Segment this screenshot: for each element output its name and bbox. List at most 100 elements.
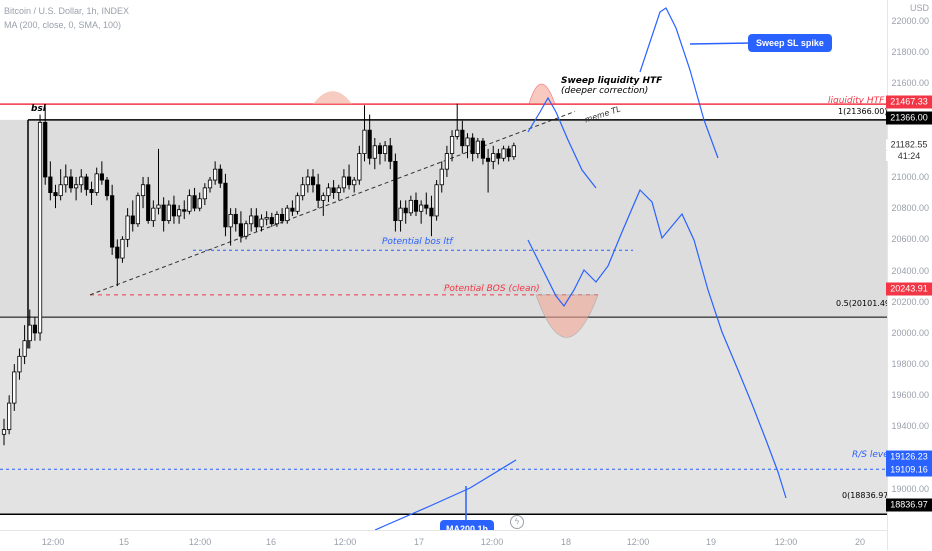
level-1-price-tag: 21366.00 <box>886 111 932 125</box>
candle-body <box>156 204 161 209</box>
candle-body <box>37 121 43 334</box>
candle-body <box>130 215 135 225</box>
bos-bubble <box>535 294 599 338</box>
candle-body <box>336 187 341 193</box>
candle-body <box>254 215 259 228</box>
time-tick-label: 12:00 <box>480 537 504 547</box>
candle-body <box>501 148 506 159</box>
candle-body <box>176 209 182 217</box>
candle-body <box>316 184 321 201</box>
candle-body <box>300 184 305 197</box>
time-tick-label: 16 <box>265 537 277 547</box>
candle-body <box>408 199 413 214</box>
currency-label: USD <box>909 3 929 13</box>
candle-body <box>491 153 496 162</box>
symbol-title[interactable]: Bitcoin / U.S. Dollar, 1h, INDEX <box>4 6 130 16</box>
time-tick-label: 19 <box>705 537 717 547</box>
candle-body <box>429 207 434 217</box>
candle-body <box>357 153 362 181</box>
ma200-line <box>374 459 517 530</box>
time-tick-label: 20 <box>854 537 866 547</box>
candle-body <box>68 176 74 189</box>
chart-header: Bitcoin / U.S. Dollar, 1h, INDEX MA (200… <box>4 4 129 32</box>
chart-svg[interactable] <box>0 0 887 530</box>
candle-body <box>413 199 419 212</box>
lower-fib-zone <box>0 317 887 515</box>
price-tick-label: 19800.00 <box>891 359 929 370</box>
candle-body <box>12 371 17 404</box>
candle-body <box>424 204 429 209</box>
candle-body <box>238 223 243 237</box>
candle-body <box>48 176 53 193</box>
candle-body <box>506 148 511 158</box>
candle-body <box>259 218 264 228</box>
ma200-callout[interactable]: MA200 1h <box>440 520 495 530</box>
time-tick-label: 12:00 <box>188 537 212 547</box>
candle-body <box>264 217 269 220</box>
candle-body <box>449 136 455 154</box>
candle-body <box>58 184 63 197</box>
candle-body <box>480 140 486 159</box>
candle-body <box>290 207 295 212</box>
candle-body <box>43 121 48 178</box>
candle-body <box>202 187 207 200</box>
price-tick-label: 20600.00 <box>891 234 929 245</box>
indicator-title[interactable]: MA (200, close, 0, SMA, 100) <box>4 20 122 30</box>
price-tick-label: 19000.00 <box>891 483 929 494</box>
candle-body <box>140 184 146 197</box>
candle-body <box>269 217 274 225</box>
candle-body <box>388 145 393 162</box>
time-tick-label: 15 <box>118 537 130 547</box>
candle-body <box>243 223 249 237</box>
candle-body <box>171 204 177 217</box>
candle-body <box>465 137 470 147</box>
candle-body <box>511 145 516 158</box>
bearish-projection-path <box>527 188 787 499</box>
candle-body <box>166 204 171 222</box>
lightning-icon[interactable]: ϟ <box>510 515 524 529</box>
candle-body <box>27 324 32 342</box>
bos-price-tag: 20243.91 <box>886 282 932 296</box>
potential-bos-clean-label: Potential BOS (clean) <box>442 284 542 294</box>
chart-canvas[interactable]: Bitcoin / U.S. Dollar, 1h, INDEX MA (200… <box>0 0 887 530</box>
rs-price-tag-a: 19126.23 <box>886 450 932 464</box>
candle-body <box>341 176 347 189</box>
candle-body <box>120 238 125 259</box>
time-axis[interactable]: 12:00 15 12:00 16 12:00 17 12:00 18 12:00 19 12:00… <box>0 530 887 551</box>
candle-body <box>305 176 310 186</box>
candle-body <box>485 157 491 162</box>
price-tick-label: 19400.00 <box>891 421 929 432</box>
liquidity-htf-label: liquidity HTF <box>828 96 885 106</box>
price-tick-label: 21600.00 <box>891 78 929 89</box>
candle-body <box>125 215 130 240</box>
candle-body <box>79 176 84 186</box>
candle-body <box>99 173 104 181</box>
sl-spike-path <box>639 7 719 159</box>
sweep-sl-spike-callout[interactable]: Sweep SL spike <box>748 34 832 52</box>
price-tick-label: 19600.00 <box>891 390 929 401</box>
level-0-price-tag: 18836.97 <box>886 498 932 512</box>
candle-body <box>249 215 254 225</box>
candle-body <box>321 195 326 201</box>
candle-body <box>53 192 58 197</box>
price-tick-label: 21000.00 <box>891 171 929 182</box>
candle-body <box>17 355 22 373</box>
candle-body <box>382 145 388 154</box>
last-price-tag: 21182.55 <box>886 139 932 151</box>
candle-body <box>197 198 202 209</box>
candle-body <box>367 129 372 159</box>
sl-spike-pointer <box>689 42 753 45</box>
candle-body <box>22 340 27 357</box>
candle-body <box>444 153 450 170</box>
liquidity-price-tag: 21467.33 <box>886 95 932 109</box>
candle-body <box>310 176 316 186</box>
candle-body <box>84 176 89 190</box>
candle-body <box>1 429 7 435</box>
price-tick-label: 22000.00 <box>891 16 929 26</box>
candle-body <box>207 179 213 189</box>
sweep-sub-label: (deeper correction) <box>561 86 649 96</box>
candle-body <box>346 176 352 186</box>
candle-body <box>393 160 398 222</box>
candle-body <box>460 129 465 147</box>
countdown-tag: 41:24 <box>886 151 932 161</box>
